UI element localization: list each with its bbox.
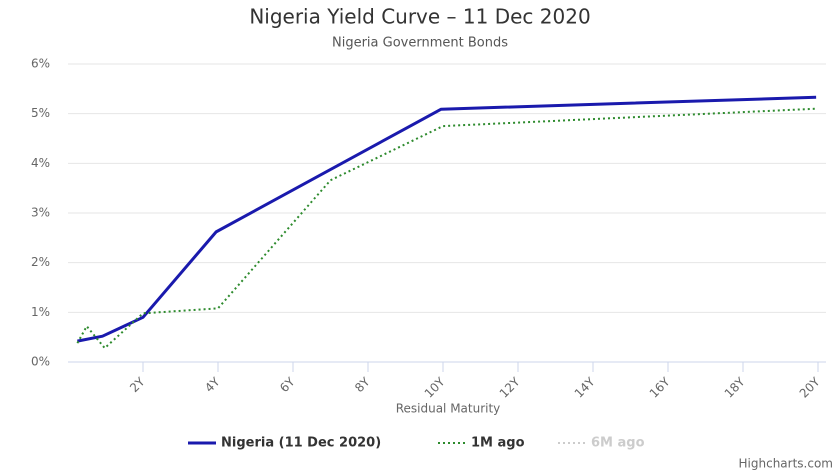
- x-tick-label: 4Y: [202, 374, 223, 395]
- x-tick-label: 8Y: [352, 374, 373, 395]
- legend-label[interactable]: 1M ago: [471, 436, 525, 451]
- y-tick-label: 3%: [31, 206, 50, 220]
- legend-label[interactable]: Nigeria (11 Dec 2020): [221, 436, 381, 451]
- series-line: [77, 95, 817, 343]
- chart-title: Nigeria Yield Curve – 11 Dec 2020: [249, 5, 590, 29]
- chart-subtitle: Nigeria Government Bonds: [332, 36, 508, 51]
- series-line: [76, 107, 817, 350]
- y-tick-label: 0%: [31, 355, 50, 369]
- x-tick-label: 18Y: [722, 374, 748, 400]
- y-tick-label: 2%: [31, 255, 50, 269]
- y-tick-label: 5%: [31, 106, 50, 120]
- x-tick-label: 10Y: [422, 374, 448, 400]
- x-tick-label: 2Y: [127, 374, 148, 395]
- x-tick-label: 20Y: [797, 374, 823, 400]
- credits[interactable]: Highcharts.com: [739, 457, 833, 471]
- x-tick-label: 6Y: [277, 374, 298, 395]
- x-tick-label: 16Y: [647, 374, 673, 400]
- x-axis-title: Residual Maturity: [396, 402, 501, 416]
- x-tick-label: 14Y: [572, 374, 598, 400]
- y-tick-label: 1%: [31, 305, 50, 319]
- legend-label[interactable]: 6M ago: [591, 436, 645, 451]
- x-tick-label: 12Y: [497, 374, 523, 400]
- y-tick-label: 4%: [31, 156, 50, 170]
- y-tick-label: 6%: [31, 57, 50, 71]
